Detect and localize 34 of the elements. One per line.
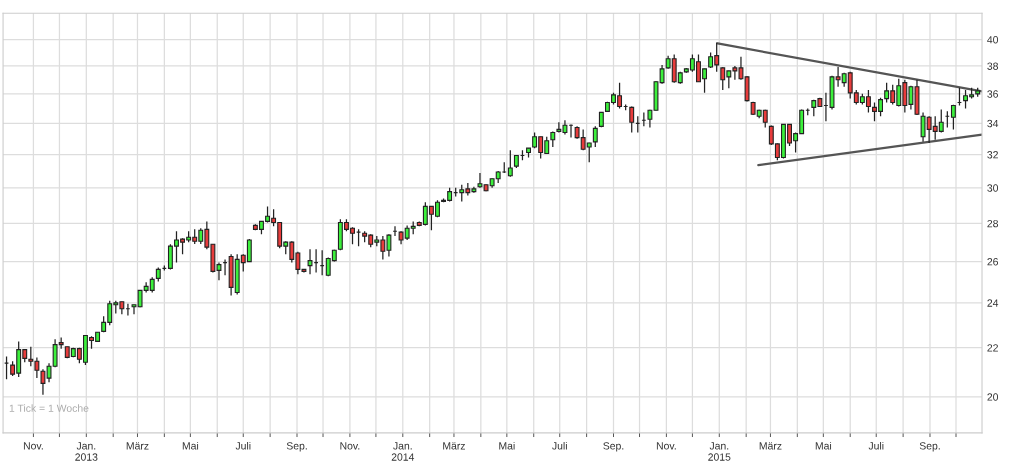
x-tick-label: Juli [868,441,884,450]
y-tick-label: 38 [987,62,999,70]
x-tick-label: Mai [499,441,515,450]
y-tick-label: 28 [987,219,999,228]
x-tick-label: Sep. [603,442,624,452]
x-tick-label: Jan. 2015 [708,442,731,461]
x-tick-label: März [759,442,782,450]
y-tick-label: 22 [987,344,998,352]
y-tick-label: 20 [987,393,999,401]
x-tick-label: Sep. [919,442,940,452]
x-tick-label: März [443,442,466,450]
y-tick-label: 24 [987,299,999,307]
y-tick-label: 40 [987,36,999,44]
y-tick-label: 26 [987,258,999,266]
y-tick-label: 30 [987,184,999,192]
candlestick [592,125,598,148]
annotation: 1 Tick = 1 Woche [9,404,89,412]
x-tick-label: Nov. [340,442,360,450]
x-tick-label: Juli [552,441,567,450]
x-tick-label: Sep. [286,442,307,452]
y-tick-label: 34 [987,119,999,128]
x-tick-label: Mai [182,441,199,450]
y-tick-label: 32 [987,151,998,159]
x-tick-label: Jan. 2013 [75,442,98,461]
candlestick [629,105,635,134]
x-tick-label: Nov. [656,442,676,450]
x-tick-label: Jan. 2014 [391,442,415,461]
y-tick-label: 36 [987,90,999,98]
x-tick-label: Mai [815,441,832,450]
candlestick [950,104,956,131]
x-tick-label: März [126,442,149,450]
candlestick [507,149,513,178]
x-tick-label: Juli [235,441,251,450]
x-tick-label: Nov. [23,442,43,450]
